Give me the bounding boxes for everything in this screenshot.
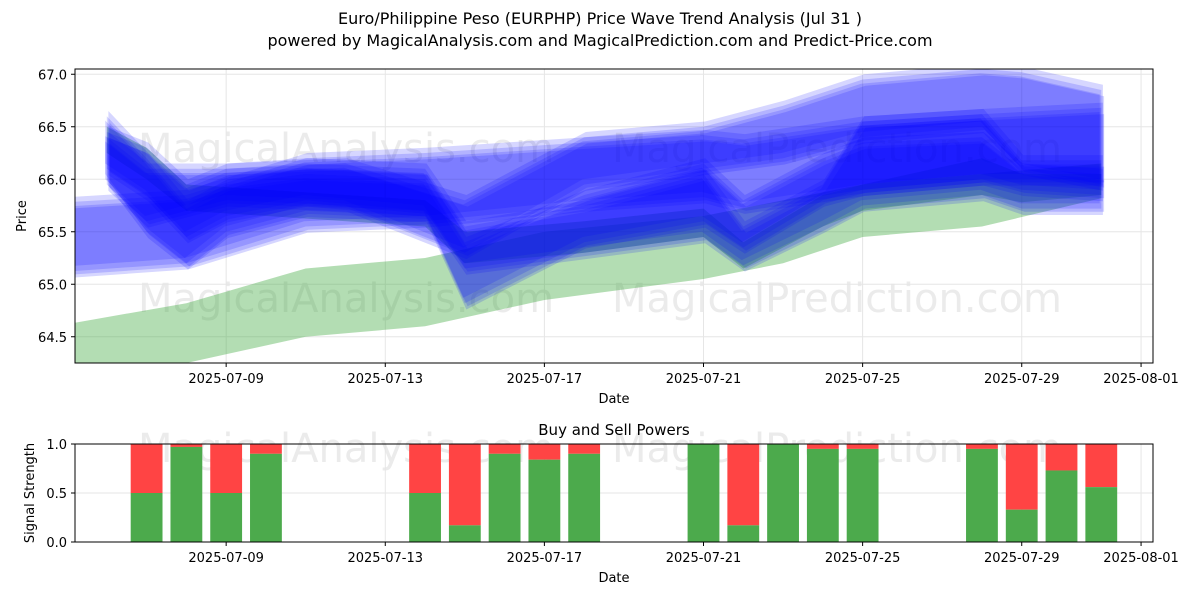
buy-power-bar [846, 448, 879, 542]
blue-wave-band [105, 118, 1100, 264]
sell-power-bar [488, 444, 521, 454]
price-y-axis-label: Price [15, 200, 30, 232]
sell-power-bar [568, 444, 601, 454]
price-plot-frame [74, 68, 1154, 364]
watermarks: MagicalAnalysis.com MagicalPrediction.co… [138, 126, 1062, 472]
x-tick-label: 2025-07-29 [984, 551, 1060, 566]
y-tick-label: 0.5 [46, 487, 67, 502]
blue-wave-band [75, 102, 1103, 278]
x-tick-label: 2025-08-01 [1103, 551, 1179, 566]
signal-bars [130, 444, 1118, 542]
y-tick-label: 64.5 [38, 331, 67, 346]
blue-wave-band [75, 107, 1102, 272]
sell-power-bar [210, 444, 243, 493]
blue-wave-band [105, 73, 1100, 248]
buy-power-bar [210, 493, 243, 542]
green-wave-band [75, 163, 1102, 363]
watermark: MagicalPrediction.com [612, 276, 1062, 322]
blue-wave-band [108, 108, 1103, 275]
blue-wave-band [106, 69, 1102, 253]
watermark: MagicalPrediction.com [612, 126, 1062, 172]
buy-power-bar [966, 448, 998, 542]
chart-title: Euro/Philippine Peso (EURPHP) Price Wave… [338, 9, 862, 28]
x-tick-label: 2025-07-09 [188, 551, 264, 566]
sell-power-bar [1045, 444, 1078, 471]
y-tick-label: 65.0 [38, 278, 67, 293]
sell-power-bar [966, 444, 998, 449]
blue-wave-band [105, 120, 1100, 298]
buy-power-bar [767, 444, 799, 542]
buy-power-bar [727, 525, 760, 542]
signal-y-axis-label: Signal Strength [23, 443, 38, 543]
sell-power-bar [846, 444, 879, 449]
sell-power-bar [130, 444, 163, 493]
watermark: MagicalAnalysis.com [138, 126, 554, 172]
x-tick-label: 2025-07-21 [666, 551, 742, 566]
watermark: MagicalAnalysis.com [138, 426, 554, 472]
buy-power-bar [1045, 470, 1078, 542]
chart-subtitle: powered by MagicalAnalysis.com and Magic… [267, 31, 933, 50]
signal-axes: 2025-07-09 2025-07-13 2025-07-17 2025-07-21… [46, 438, 1179, 566]
buy-power-bar [806, 448, 839, 542]
sell-power-bar [727, 444, 760, 526]
buy-power-bar [250, 453, 282, 542]
buy-power-bar [687, 444, 720, 542]
price-grid [75, 69, 1153, 363]
buy-power-bar [488, 453, 521, 542]
blue-wave-band [75, 112, 1100, 266]
x-tick-label: 2025-07-29 [984, 372, 1060, 387]
price-x-axis-label: Date [598, 392, 629, 407]
buy-power-bar [130, 493, 163, 542]
blue-wave-band [108, 111, 1103, 310]
x-tick-label: 2025-07-25 [825, 372, 901, 387]
y-tick-label: 65.5 [38, 226, 67, 241]
buy-power-bar [1005, 509, 1038, 542]
buy-power-bar [409, 493, 441, 542]
band-layer [75, 69, 1105, 363]
x-tick-label: 2025-07-13 [347, 372, 423, 387]
watermark: MagicalAnalysis.com [138, 276, 554, 322]
price-bands [75, 69, 1105, 363]
y-tick-label: 0.0 [46, 536, 67, 551]
sell-power-bar [1005, 444, 1038, 510]
x-tick-label: 2025-07-09 [188, 372, 264, 387]
y-tick-label: 1.0 [46, 438, 67, 453]
signal-chart-title: Buy and Sell Powers [538, 421, 690, 439]
sell-power-bar [170, 444, 203, 447]
blue-wave-band [109, 75, 1105, 256]
x-tick-label: 2025-07-17 [507, 551, 583, 566]
y-tick-label: 66.5 [38, 121, 67, 136]
sell-power-bar [806, 444, 839, 449]
buy-power-bar [568, 453, 601, 542]
blue-wave-band [109, 122, 1105, 307]
green-wave-band [106, 126, 1102, 269]
sell-power-bar [1085, 444, 1118, 488]
chart-header: Euro/Philippine Peso (EURPHP) Price Wave… [0, 8, 1200, 52]
sell-power-bar [528, 444, 561, 460]
blue-wave-band [75, 114, 1105, 275]
sell-power-bar [409, 444, 441, 493]
y-tick-label: 67.0 [38, 68, 67, 83]
blue-wave-band [108, 69, 1103, 260]
sell-power-bar [448, 444, 481, 526]
price-axes: 2025-07-09 2025-07-13 2025-07-17 2025-07-21… [38, 68, 1179, 387]
buy-power-bar [448, 525, 481, 542]
x-tick-label: 2025-07-17 [507, 372, 583, 387]
blue-wave-band [109, 120, 1105, 272]
signal-x-axis-label: Date [598, 571, 629, 586]
x-tick-label: 2025-07-13 [347, 551, 423, 566]
x-tick-label: 2025-07-21 [666, 372, 742, 387]
buy-power-bar [1085, 487, 1118, 542]
y-tick-label: 66.0 [38, 173, 67, 188]
blue-wave-band [106, 114, 1102, 269]
x-tick-label: 2025-08-01 [1103, 372, 1179, 387]
buy-power-bar [528, 459, 561, 542]
buy-power-bar [170, 446, 203, 542]
x-tick-label: 2025-07-25 [825, 551, 901, 566]
sell-power-bar [250, 444, 282, 454]
blue-wave-band [106, 116, 1102, 304]
